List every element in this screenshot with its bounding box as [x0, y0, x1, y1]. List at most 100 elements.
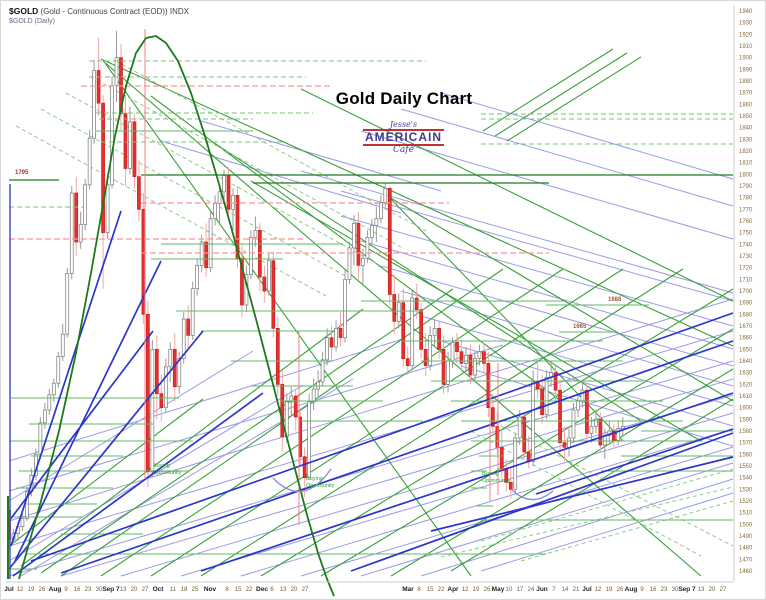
symbol-line: $GOLD (Gold - Continuous Contract (EOD))… [9, 6, 189, 17]
svg-text:7: 7 [552, 587, 556, 593]
svg-text:Jul: Jul [582, 586, 592, 593]
chart-header: $GOLD (Gold - Continuous Contract (EOD))… [9, 6, 189, 27]
svg-text:1570: 1570 [739, 441, 753, 447]
svg-text:Sep 7: Sep 7 [102, 586, 120, 593]
svg-text:15: 15 [235, 587, 242, 593]
svg-text:1900: 1900 [739, 56, 753, 62]
svg-text:1930: 1930 [739, 21, 753, 27]
svg-text:22: 22 [438, 587, 445, 593]
candles-layer [7, 30, 625, 552]
svg-text:Jul: Jul [4, 586, 14, 593]
svg-text:1890: 1890 [739, 67, 753, 73]
svg-text:1560: 1560 [739, 452, 753, 458]
site-logo: Jesse's AMERICAIN Café [346, 120, 461, 155]
y-axis-labels: 1940 1930 1920 1910 1900 1890 1880 1870 1860 1850… [739, 9, 753, 575]
svg-text:1920: 1920 [739, 32, 753, 38]
svg-text:1660: 1660 [739, 336, 753, 342]
chart-annotation-text: 1795 [15, 170, 29, 176]
svg-text:Aug: Aug [49, 586, 62, 593]
logo-script-bottom: Café [393, 145, 414, 156]
svg-text:1770: 1770 [739, 207, 753, 213]
svg-text:Oct: Oct [153, 586, 165, 593]
svg-text:Aug: Aug [625, 586, 638, 593]
chart-annotation-text: Buying Opportunity [306, 476, 335, 489]
svg-text:16: 16 [650, 587, 657, 593]
svg-text:26: 26 [39, 587, 46, 593]
svg-text:1700: 1700 [739, 289, 753, 295]
symbol-description: (Gold - Continuous Contract (EOD)) INDX [40, 7, 190, 16]
svg-text:1550: 1550 [739, 464, 753, 470]
svg-text:1740: 1740 [739, 242, 753, 248]
svg-text:Nov: Nov [204, 586, 217, 593]
svg-text:8: 8 [225, 587, 229, 593]
svg-text:13: 13 [698, 587, 705, 593]
svg-text:1510: 1510 [739, 511, 753, 517]
svg-text:1860: 1860 [739, 102, 753, 108]
timeframe-line: $GOLD (Daily) [9, 18, 55, 25]
svg-text:1910: 1910 [739, 44, 753, 50]
svg-text:9: 9 [640, 587, 644, 593]
chart-annotation-text: Buying Opportunity [482, 471, 511, 484]
svg-text:1840: 1840 [739, 126, 753, 132]
svg-text:10: 10 [506, 587, 513, 593]
svg-text:1520: 1520 [739, 499, 753, 505]
svg-text:1620: 1620 [739, 382, 753, 388]
svg-text:1580: 1580 [739, 429, 753, 435]
svg-text:14: 14 [562, 587, 569, 593]
logo-script-top: Jesse's [389, 120, 418, 129]
svg-text:1640: 1640 [739, 359, 753, 365]
svg-text:1480: 1480 [739, 546, 753, 552]
svg-text:27: 27 [142, 587, 149, 593]
svg-text:1500: 1500 [739, 522, 753, 528]
svg-text:26: 26 [617, 587, 624, 593]
svg-text:1780: 1780 [739, 196, 753, 202]
support-arc [272, 468, 332, 493]
svg-text:1680: 1680 [739, 312, 753, 318]
chart-title: Gold Daily Chart [335, 89, 473, 108]
svg-text:12: 12 [17, 587, 24, 593]
svg-text:1800: 1800 [739, 172, 753, 178]
svg-text:1470: 1470 [739, 557, 753, 563]
svg-text:27: 27 [720, 587, 727, 593]
svg-text:16: 16 [74, 587, 81, 593]
svg-text:8: 8 [417, 587, 421, 593]
pink-dashed-horizontals [9, 85, 549, 254]
svg-text:1530: 1530 [739, 487, 753, 493]
symbol-ticker: $GOLD [9, 6, 39, 16]
svg-text:20: 20 [291, 587, 298, 593]
svg-text:1870: 1870 [739, 91, 753, 97]
svg-text:18: 18 [181, 587, 188, 593]
chart-annotation-text: 1665 [573, 324, 587, 330]
svg-text:1690: 1690 [739, 301, 753, 307]
trendlines-over-layer [7, 29, 734, 579]
svg-text:12: 12 [462, 587, 469, 593]
svg-text:1600: 1600 [739, 406, 753, 412]
svg-text:1630: 1630 [739, 371, 753, 377]
svg-text:1790: 1790 [739, 184, 753, 190]
svg-text:22: 22 [246, 587, 253, 593]
svg-text:Dec: Dec [256, 586, 268, 593]
svg-text:26: 26 [484, 587, 491, 593]
svg-text:23: 23 [85, 587, 92, 593]
svg-text:1710: 1710 [739, 277, 753, 283]
svg-text:30: 30 [672, 587, 679, 593]
trendlines-under-layer [8, 48, 734, 577]
svg-text:1940: 1940 [739, 9, 753, 15]
svg-text:6: 6 [270, 587, 274, 593]
svg-text:21: 21 [573, 587, 580, 593]
svg-text:24: 24 [528, 587, 535, 593]
bold-blue-trendlines [8, 210, 734, 577]
svg-text:Jun: Jun [536, 586, 548, 593]
svg-text:Apr: Apr [447, 586, 459, 593]
svg-text:1850: 1850 [739, 114, 753, 120]
svg-text:13: 13 [280, 587, 287, 593]
svg-text:19: 19 [473, 587, 480, 593]
annotation-labels: 1795 1688 1665 Buying Opportunity Buying Oppor… [15, 170, 622, 489]
svg-text:Sep 7: Sep 7 [678, 586, 696, 593]
svg-text:1880: 1880 [739, 79, 753, 85]
svg-text:9: 9 [64, 587, 68, 593]
svg-text:1720: 1720 [739, 266, 753, 272]
svg-text:1610: 1610 [739, 394, 753, 400]
green-horizontals [9, 130, 733, 570]
svg-text:20: 20 [709, 587, 716, 593]
